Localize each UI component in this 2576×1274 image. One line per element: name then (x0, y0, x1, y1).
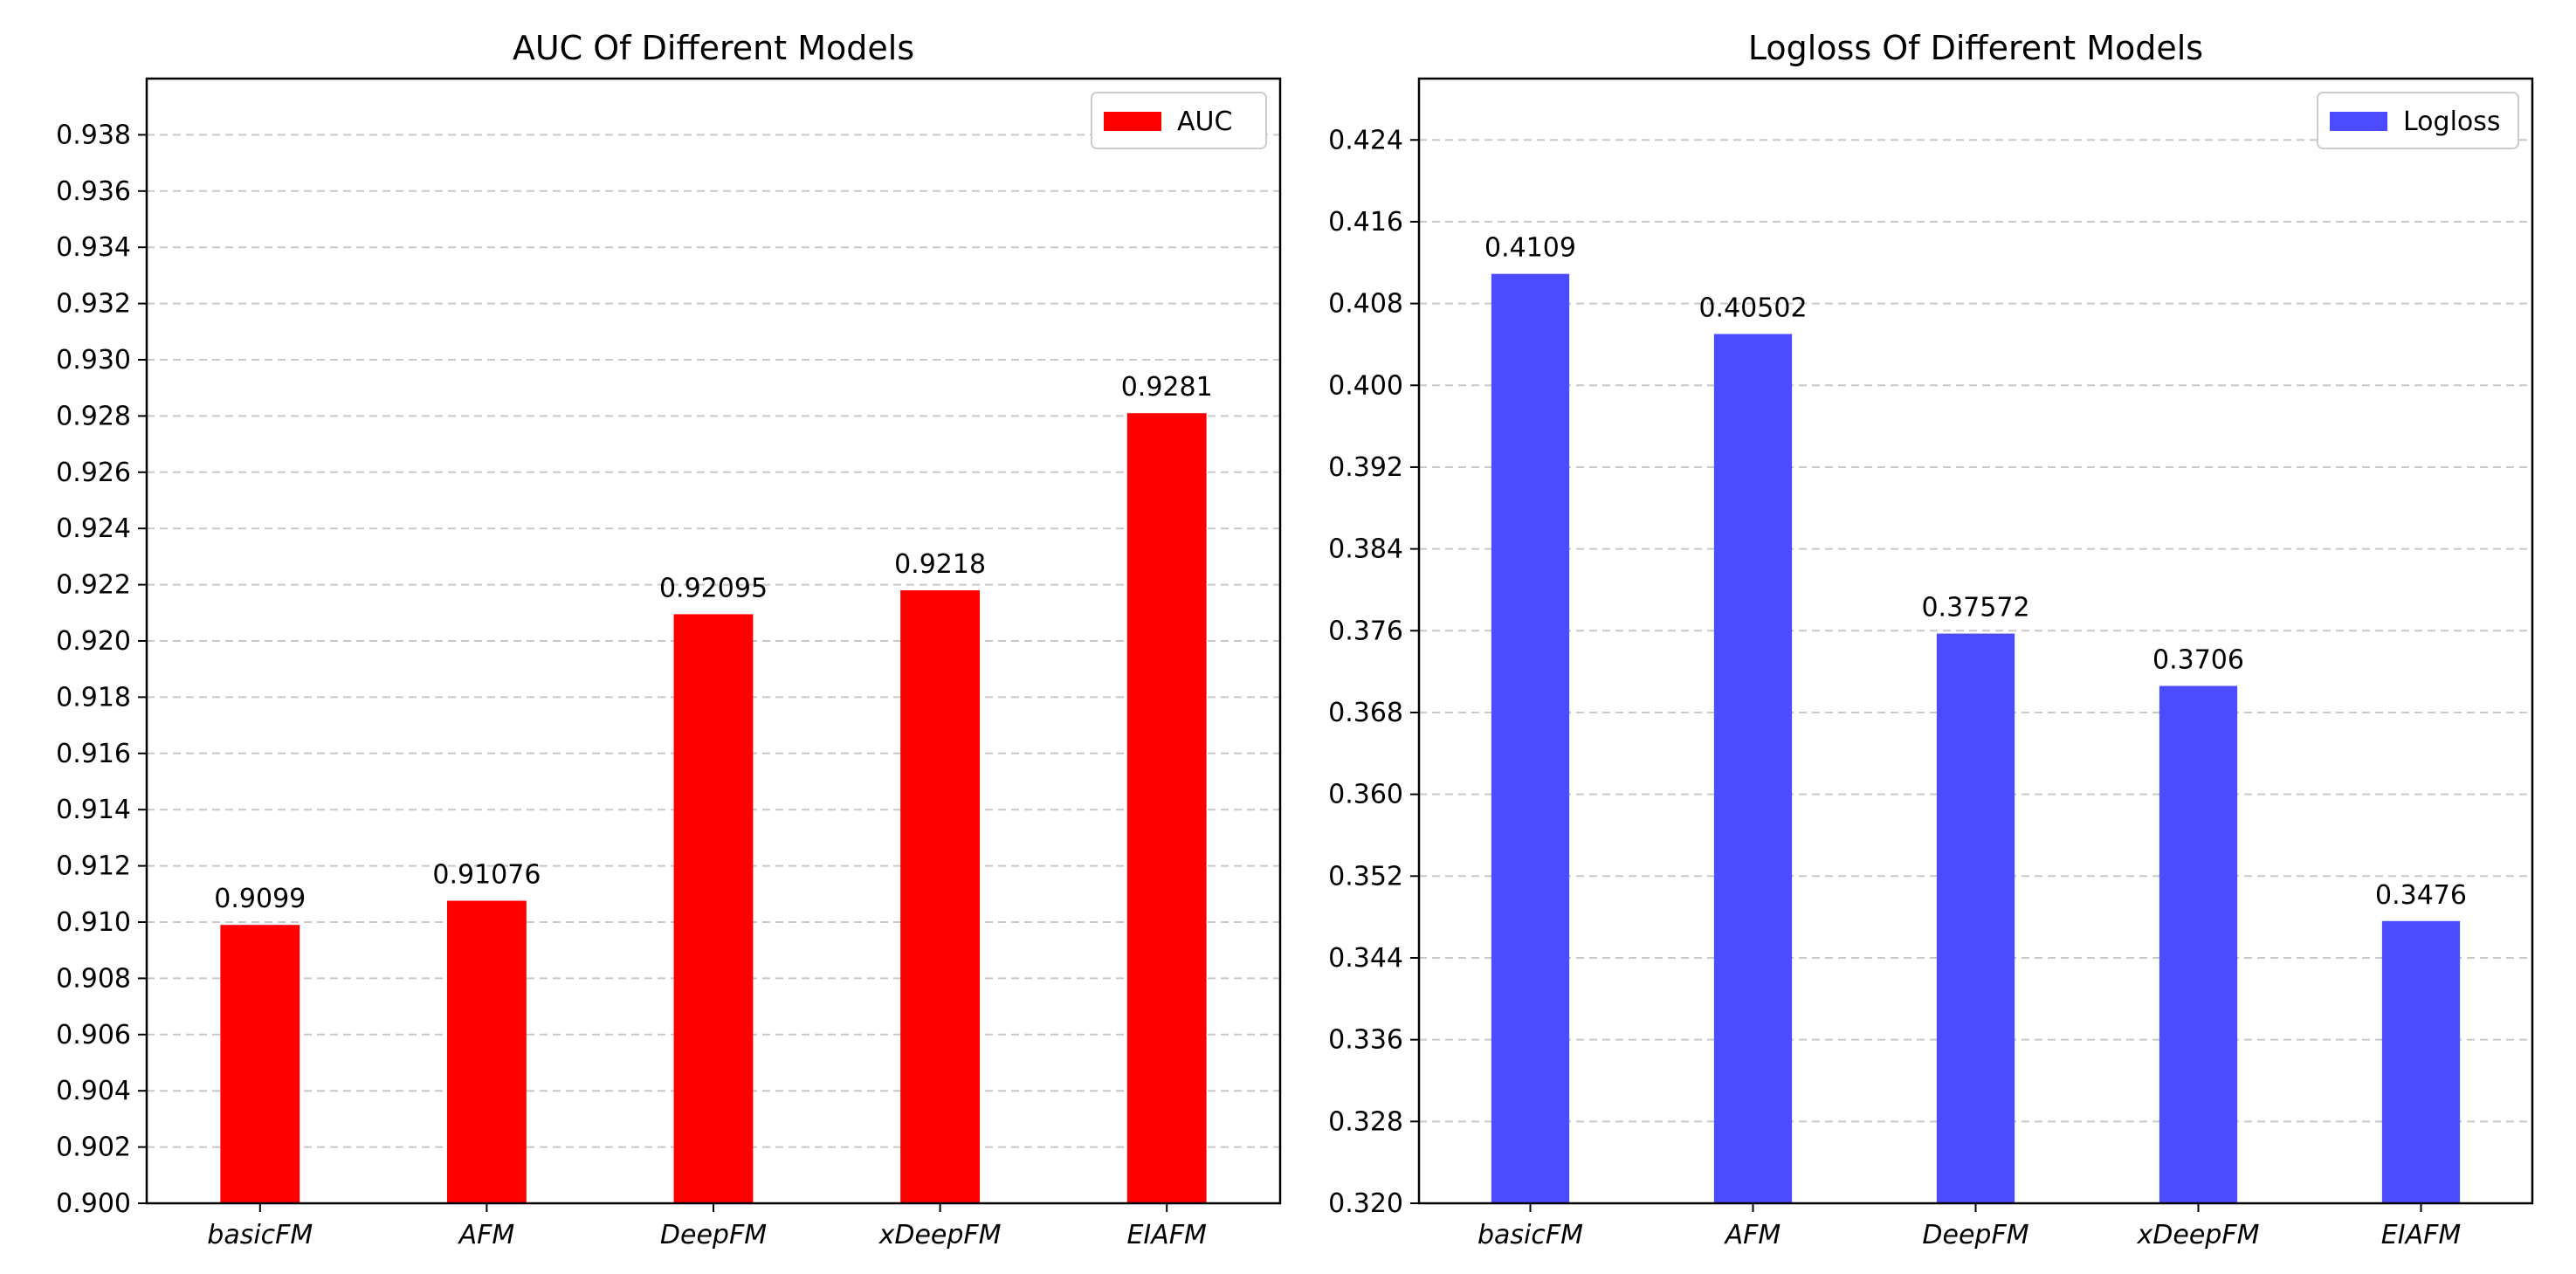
chart-1-data-label: 0.9218 (894, 549, 986, 580)
chart-2-xtick-label: basicFM (1477, 1220, 1583, 1250)
chart-2-data-label: 0.4109 (1484, 233, 1576, 264)
chart-1-xtick-label: DeepFM (660, 1220, 767, 1250)
chart-2-ytick-label: 0.336 (1328, 1025, 1403, 1056)
chart-2-title: Logloss Of Different Models (1748, 29, 2203, 67)
chart-2-bar-basicFM (1491, 273, 1570, 1203)
chart-1-ytick-label: 0.916 (56, 739, 131, 769)
chart-2-bar-DeepFM (1936, 633, 2015, 1203)
chart-2-data-label: 0.40502 (1698, 293, 1807, 323)
chart-1-xtick-label: EIAFM (1126, 1220, 1207, 1250)
chart-1-ytick-label: 0.934 (56, 232, 131, 263)
chart-1-ytick-label: 0.936 (56, 176, 131, 207)
chart-2-ytick-label: 0.392 (1328, 452, 1403, 483)
chart-1-axes-frame (145, 77, 1282, 1205)
chart-2-ytick-label: 0.376 (1328, 616, 1403, 646)
chart-1-ytick-label: 0.924 (56, 513, 131, 544)
chart-2-ytick-label: 0.368 (1328, 698, 1403, 728)
chart-2-ytick-label: 0.344 (1328, 943, 1403, 974)
chart-1-legend-swatch (1104, 112, 1161, 131)
chart-2-xtick-label: xDeepFM (2137, 1220, 2260, 1250)
chart-2-ytick-label: 0.400 (1328, 370, 1403, 401)
chart-2-bar-EIAFM (2381, 920, 2461, 1203)
chart-1-ytick-label: 0.920 (56, 626, 131, 657)
chart-1-ytick-label: 0.904 (56, 1076, 131, 1106)
chart-2-ytick-label: 0.328 (1328, 1106, 1403, 1137)
chart-2-legend-box (2317, 92, 2519, 149)
chart-1-bar-DeepFM (673, 614, 754, 1203)
chart-2-ytick-label: 0.424 (1328, 125, 1403, 155)
chart-1-bar-EIAFM (1126, 413, 1207, 1203)
chart-2-legend-label: Logloss (2403, 107, 2501, 137)
chart-2-bar-AFM (1713, 334, 1793, 1203)
chart-1-legend-label: AUC (1177, 107, 1232, 137)
chart-1-ytick-label: 0.910 (56, 907, 131, 938)
chart-1-ytick-label: 0.914 (56, 795, 131, 825)
chart-1-xtick-label: basicFM (207, 1220, 313, 1250)
chart-2-data-label: 0.37572 (1921, 593, 2029, 623)
chart-1-ytick-label: 0.912 (56, 851, 131, 882)
chart-1-ytick-label: 0.938 (56, 120, 131, 150)
chart-1-ytick-label: 0.932 (56, 289, 131, 320)
chart-1-xtick-label: AFM (458, 1220, 515, 1250)
chart-1-title: AUC Of Different Models (513, 29, 914, 67)
chart-2-legend-swatch (2330, 112, 2387, 131)
chart-2-ytick-label: 0.352 (1328, 861, 1403, 892)
chart-2-xtick-label: DeepFM (1922, 1220, 2028, 1250)
chart-2-ytick-label: 0.416 (1328, 207, 1403, 238)
chart-1-legend-box (1091, 92, 1267, 149)
chart-1-ytick-label: 0.928 (56, 401, 131, 431)
chart-2-axes-frame (1417, 77, 2534, 1205)
chart-2-xtick-label: AFM (1724, 1220, 1781, 1250)
chart-1-bar-basicFM (220, 925, 300, 1203)
chart-2-ytick-label: 0.320 (1328, 1188, 1403, 1219)
chart-1-ytick-label: 0.930 (56, 345, 131, 375)
chart-1-bar-AFM (446, 900, 527, 1203)
chart-1-xtick-label: xDeepFM (878, 1220, 1002, 1250)
chart-2-bar-xDeepFM (2159, 685, 2238, 1203)
chart-2-ytick-label: 0.384 (1328, 534, 1403, 565)
chart-1-ytick-label: 0.908 (56, 963, 131, 994)
chart-2-data-label: 0.3476 (2375, 880, 2467, 911)
chart-1-data-label: 0.9281 (1121, 372, 1213, 403)
chart-1-ytick-label: 0.906 (56, 1020, 131, 1050)
chart-1-ytick-label: 0.900 (56, 1188, 131, 1219)
chart-1-data-label: 0.92095 (659, 573, 768, 603)
chart-1-ytick-label: 0.926 (56, 458, 131, 488)
chart-2-xtick-label: EIAFM (2381, 1220, 2462, 1250)
chart-1-ytick-label: 0.918 (56, 682, 131, 713)
chart-2-ytick-label: 0.408 (1328, 289, 1403, 320)
chart-1-ytick-label: 0.902 (56, 1133, 131, 1163)
chart-1-ytick-label: 0.922 (56, 570, 131, 601)
chart-2-data-label: 0.3706 (2152, 645, 2244, 676)
chart-2-ytick-label: 0.360 (1328, 780, 1403, 810)
chart-1-data-label: 0.91076 (432, 860, 541, 891)
chart-1-bar-xDeepFM (900, 590, 981, 1203)
chart-1-data-label: 0.9099 (214, 884, 306, 914)
